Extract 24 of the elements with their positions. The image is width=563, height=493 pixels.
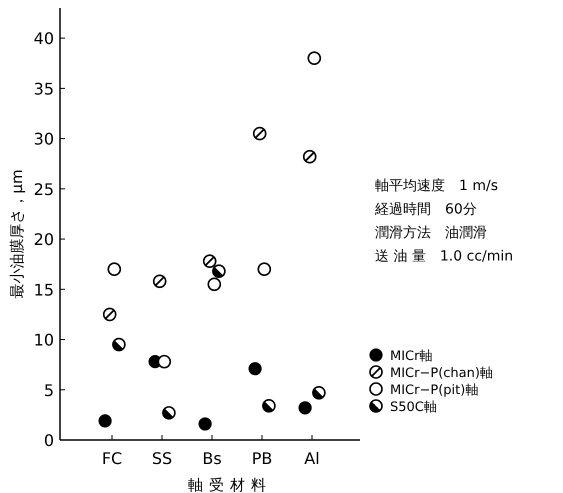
x-tick-label: FC <box>102 449 122 468</box>
text: 軸平均速度 1 m/s <box>375 178 498 194</box>
x-axis-title: 軸受材料 <box>188 476 272 493</box>
text: 経過時間 60分 <box>374 202 477 218</box>
y-tick-label: 15 <box>34 280 54 300</box>
x-tick-label: Bs <box>202 449 222 468</box>
legend-label: MICr−P(pit)軸 <box>390 383 478 398</box>
y-tick-label: 30 <box>34 130 54 149</box>
y-tick-label: 35 <box>34 79 54 98</box>
text: 送 油 量 1.0 cc/min <box>375 248 514 264</box>
y-tick-label: 40 <box>34 29 54 48</box>
y-tick-label: 0 <box>44 431 54 450</box>
legend-label: MICr−P(chan)軸 <box>390 366 493 381</box>
y-tick-label: 5 <box>44 380 54 400</box>
x-tick-label: SS <box>152 449 172 468</box>
y-tick-label: 10 <box>34 330 54 350</box>
x-tick-label: PB <box>252 449 272 468</box>
legend-label: MICr軸 <box>390 349 432 364</box>
legend-label: S50C軸 <box>390 400 437 415</box>
y-tick-label: 20 <box>34 230 54 250</box>
text: 潤滑方法 油潤滑 <box>375 225 487 241</box>
y-axis-title: 最小油膜厚さ，μm <box>8 169 26 299</box>
x-tick-label: Al <box>304 449 320 468</box>
y-tick-label: 25 <box>34 180 54 199</box>
